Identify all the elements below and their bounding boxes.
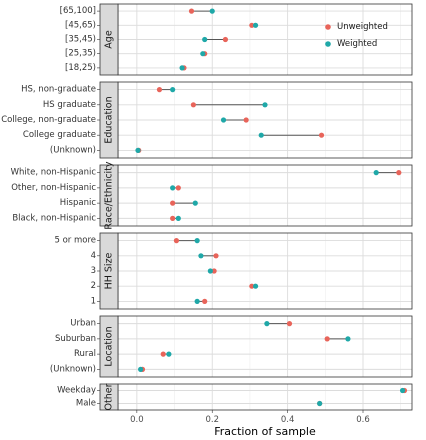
facet-strip-label: Location (104, 326, 115, 366)
weighted-point (200, 51, 206, 57)
unweighted-point (213, 253, 219, 259)
panel-age: Age [65,100] [45,65) [35,45) [25,35) [18,25) (60, 3, 413, 76)
unweighted-point (170, 215, 176, 221)
facet-strip-label: Race/Ethnicity (104, 161, 115, 229)
panel-hh-size: HH Size 5 or more 4 3 2 1 (54, 232, 413, 310)
unweighted-point (249, 283, 255, 289)
weighted-point (262, 102, 268, 108)
panel-other: Other Weekday Male (57, 383, 413, 411)
unweighted-point (286, 321, 293, 327)
category-label: 4 (91, 251, 96, 261)
weighted-point (264, 321, 270, 327)
unweighted-point (160, 351, 166, 357)
weighted-point (399, 387, 406, 394)
category-label: HS, non-graduate (21, 85, 96, 95)
category-label: [18,25) (65, 63, 96, 73)
category-label: College graduate (23, 130, 96, 140)
unweighted-point (173, 238, 180, 244)
category-label: 3 (91, 266, 96, 276)
weighted-point (198, 253, 204, 259)
unweighted-point (175, 185, 181, 191)
weighted-point (138, 366, 144, 372)
unweighted-point (170, 200, 176, 206)
x-axis-title: Fraction of sample (214, 425, 316, 438)
category-label: (Unknown) (50, 364, 96, 374)
unweighted-point (211, 268, 217, 274)
x-tick-label: 0.0 (130, 415, 144, 425)
panel-race-ethnicity: Race/Ethnicity White, non-Hispanic Other, … (11, 161, 413, 230)
category-label: College, non-graduate (1, 115, 96, 125)
weighted-point (179, 65, 185, 71)
category-label: Rural (74, 349, 96, 359)
category-label: Black, non-Hispanic (12, 213, 96, 223)
weighted-point (258, 132, 264, 138)
legend-label-weighted: Weighted (337, 39, 377, 49)
facet-strip-label: Education (104, 96, 115, 143)
category-label: [45,65) (65, 20, 96, 30)
facet-strip (99, 315, 119, 378)
facet-strip-label: HH Size (104, 252, 115, 289)
category-label: [65,100] (60, 6, 96, 16)
weighted-point (194, 298, 200, 304)
legend-key-unweighted (325, 24, 331, 30)
weighted-point (202, 36, 208, 43)
panel-background (118, 384, 412, 410)
unweighted-point (156, 87, 163, 93)
panel-background (118, 165, 412, 226)
weighted-point (373, 170, 379, 176)
x-tick-label: 0.2 (205, 415, 219, 425)
weighted-point (194, 238, 200, 244)
weighted-point (220, 117, 227, 123)
facet-strip (99, 383, 119, 411)
category-label: Suburban (55, 334, 96, 344)
category-label: [25,35) (65, 49, 96, 59)
category-label: (Unknown) (50, 145, 96, 155)
weighted-point (207, 268, 213, 274)
weighted-point (135, 147, 141, 153)
weighted-point (170, 185, 176, 191)
category-label: White, non-Hispanic (11, 168, 97, 178)
category-label: Male (76, 399, 96, 409)
weighted-point (252, 22, 259, 28)
unweighted-point (188, 8, 195, 14)
legend-key-weighted (325, 41, 331, 47)
weighted-point (166, 351, 172, 357)
facet-strip-label: Other (104, 383, 115, 410)
unweighted-point (318, 132, 325, 138)
unweighted-point (202, 298, 208, 304)
panel-location: Location Urban Suburban Rural (Unknown) (50, 315, 413, 378)
legend: Unweighted Weighted (325, 22, 388, 49)
panel-education: Education HS, non-graduate HS graduate Coll… (1, 81, 413, 159)
weighted-point (317, 400, 323, 407)
category-label: Other, non-Hispanic (11, 183, 96, 193)
weighted-point (345, 336, 351, 342)
weighted-point (170, 87, 176, 93)
unweighted-point (249, 22, 255, 28)
weighted-point (192, 200, 198, 206)
category-label: 2 (91, 281, 96, 291)
unweighted-point (324, 336, 330, 342)
legend-label-unweighted: Unweighted (337, 22, 388, 32)
category-label: Urban (70, 319, 96, 329)
weighted-point (175, 215, 181, 221)
weighted-point (252, 283, 259, 289)
panels-layer: Age [65,100] [45,65) [35,45) [25,35) [18,25) E… (1, 3, 413, 411)
category-label: Hispanic (60, 198, 97, 208)
category-label: 1 (91, 296, 96, 306)
category-label: HS graduate (43, 100, 96, 110)
category-label: 5 or more (54, 236, 96, 246)
unweighted-point (190, 102, 196, 108)
weighted-point (209, 8, 215, 14)
x-tick-label: 0.6 (356, 415, 370, 425)
facet-strip (99, 164, 119, 227)
unweighted-point (222, 36, 229, 43)
category-label: [35,45) (65, 35, 96, 45)
facet-strip-label: Age (104, 30, 115, 49)
unweighted-point (396, 170, 402, 176)
x-axis: 0.0 0.2 0.4 0.6 (130, 410, 370, 425)
x-tick-label: 0.4 (281, 415, 295, 425)
category-label: Weekday (57, 386, 96, 396)
unweighted-point (243, 117, 249, 123)
